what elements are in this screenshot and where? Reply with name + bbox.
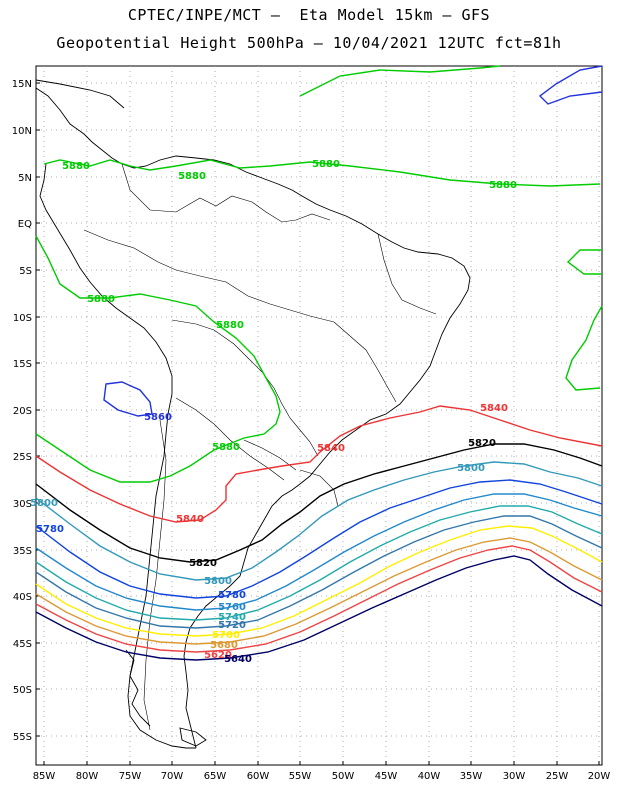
lat-label-10n: 10N	[12, 126, 32, 137]
lon-label-50w: 50W	[332, 771, 355, 782]
border-bolivia	[171, 319, 319, 457]
tierra-del-fuego	[179, 727, 207, 747]
contour-5780	[35, 479, 603, 599]
contour-label-5780-a: 5780	[36, 524, 64, 535]
lon-label-25w: 25W	[546, 771, 569, 782]
contour-5880-continental	[35, 235, 281, 483]
lat-label-35s: 35S	[13, 546, 32, 557]
central-america-coast	[35, 79, 125, 109]
contour-label-5880-e: 5880	[87, 294, 115, 305]
contour-label-5840-b: 5840	[317, 443, 345, 454]
contour-5660	[35, 545, 603, 653]
contour-5880-north	[299, 65, 501, 97]
lon-label-40w: 40W	[418, 771, 441, 782]
lon-label-45w: 45W	[375, 771, 398, 782]
contour-label-5640: 5640	[224, 654, 252, 665]
contour-label-5800-b: 5800	[30, 498, 58, 509]
border-brazil-northeast	[377, 233, 437, 315]
contour-5820	[35, 443, 603, 563]
lat-label-55s: 55S	[13, 732, 32, 743]
lat-label-10s: 10S	[13, 313, 32, 324]
lon-label-55w: 55W	[289, 771, 312, 782]
axis-ticks	[36, 82, 600, 765]
contour-label-5880-b: 5880	[178, 171, 206, 182]
lat-label-eq: EQ	[18, 219, 32, 230]
map-frame	[35, 65, 603, 766]
contour-5640	[35, 555, 603, 661]
chile-fjords	[125, 649, 151, 727]
lat-label-25s: 25S	[13, 452, 32, 463]
contour-5700	[35, 525, 603, 637]
coastline-east	[35, 87, 471, 749]
contour-label-5740: 5740	[218, 612, 246, 623]
contour-label-5760: 5760	[218, 602, 246, 613]
contour-label-5680: 5680	[210, 640, 238, 651]
contour-5680	[35, 537, 603, 645]
lat-label-20s: 20S	[13, 406, 32, 417]
contour-5880-equatorial	[43, 159, 601, 187]
lat-label-15s: 15S	[13, 359, 32, 370]
contour-5720	[35, 515, 603, 629]
contour-label-5840-a: 5840	[480, 403, 508, 414]
lat-label-40s: 40S	[13, 592, 32, 603]
lon-label-85w: 85W	[33, 771, 56, 782]
border-chile-argentina	[143, 419, 167, 731]
contour-5880-east-south	[565, 305, 603, 391]
contour-label-5880-c: 5880	[312, 159, 340, 170]
contour-5860-northeast	[538, 65, 603, 105]
lat-label-50s: 50S	[13, 685, 32, 696]
contour-label-5880-f: 5880	[216, 320, 244, 331]
lat-label-45s: 45S	[13, 639, 32, 650]
border-north	[121, 163, 331, 223]
lon-label-30w: 30W	[503, 771, 526, 782]
contour-label-5800-a: 5800	[457, 463, 485, 474]
lon-label-75w: 75W	[119, 771, 142, 782]
border-amazon	[83, 229, 335, 323]
contour-5880-east-high	[566, 249, 602, 275]
contour-lines	[35, 65, 603, 661]
lon-label-20w: 20W	[588, 771, 611, 782]
contour-label-5880-g: 5880	[212, 442, 240, 453]
contour-label-5860: 5860	[144, 412, 172, 423]
contour-label-5720: 5720	[218, 620, 246, 631]
coastlines	[35, 79, 471, 749]
lon-label-80w: 80W	[76, 771, 99, 782]
contour-5840	[35, 405, 603, 523]
contour-label-5820-b: 5820	[189, 558, 217, 569]
contour-label-5800-c: 5800	[204, 576, 232, 587]
coastline-west	[39, 163, 196, 749]
lon-label-65w: 65W	[204, 771, 227, 782]
contour-5860-pacific	[103, 381, 153, 417]
contour-label-5880-d: 5880	[489, 180, 517, 191]
border-paraguay	[243, 439, 297, 471]
contour-label-5780-b: 5780	[218, 590, 246, 601]
contour-label-5700: 5700	[212, 630, 240, 641]
lat-label-5s: 5S	[19, 266, 32, 277]
contour-5740	[35, 505, 603, 621]
contour-5800	[35, 461, 603, 581]
contour-label-5620: 5620	[204, 650, 232, 661]
contour-label-5820-a: 5820	[468, 438, 496, 449]
border-uruguay	[299, 469, 339, 507]
lat-label-15n: 15N	[12, 79, 32, 90]
chart-title-line2: Geopotential Height 500hPa – 10/04/2021 …	[56, 34, 562, 52]
chart-title-line1: CPTEC/INPE/MCT – Eta Model 15km – GFS	[127, 6, 491, 24]
contour-5760	[35, 493, 603, 611]
contour-label-5880-a: 5880	[62, 161, 90, 172]
lon-label-70w: 70W	[161, 771, 184, 782]
lon-label-60w: 60W	[247, 771, 270, 782]
lon-label-35w: 35W	[460, 771, 483, 782]
border-brazil-states	[333, 321, 397, 403]
lat-label-5n: 5N	[18, 173, 32, 184]
lat-label-30s: 30S	[13, 499, 32, 510]
contour-label-5840-c: 5840	[176, 514, 204, 525]
